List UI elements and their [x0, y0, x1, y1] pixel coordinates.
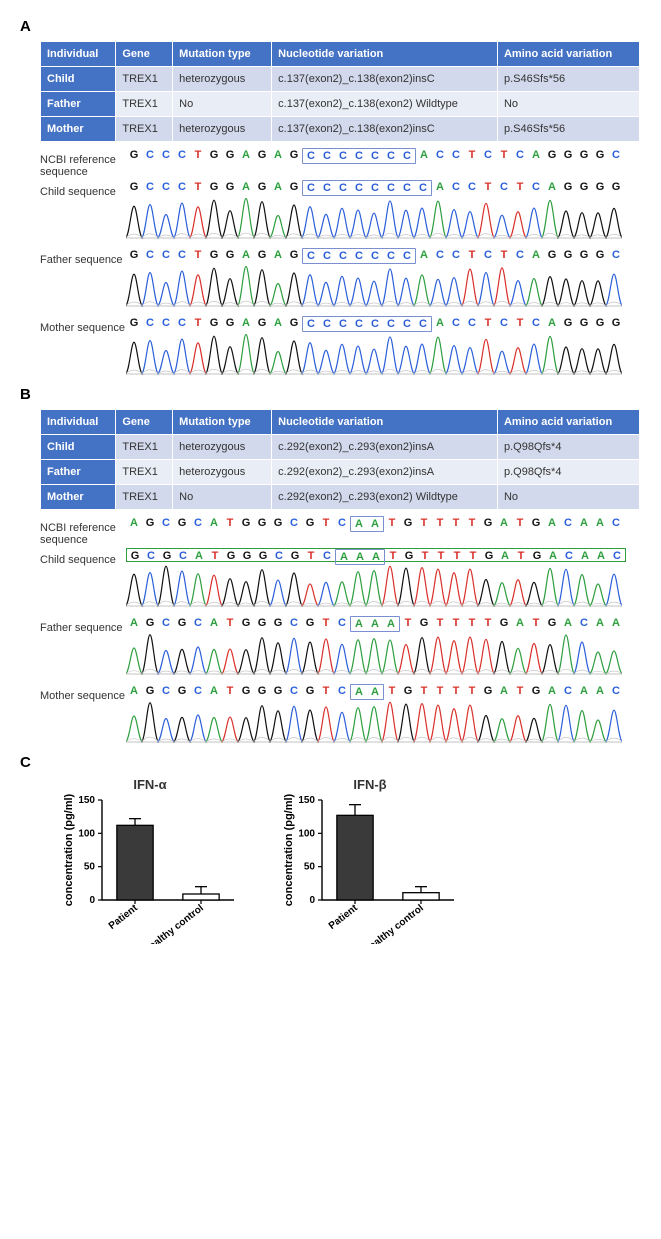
table-header: Individual — [41, 410, 116, 435]
table-rowhead: Father — [41, 460, 116, 485]
table-cell: TREX1 — [116, 485, 173, 510]
svg-text:0: 0 — [309, 895, 315, 906]
table-header: Amino acid variation — [497, 42, 639, 67]
sequence-letters: GCCCTGGAGAGCCCCCCCCACCTCTCAGGGG — [126, 180, 640, 194]
table-rowhead: Mother — [41, 117, 116, 142]
sequence-label: Father sequence — [40, 616, 126, 634]
sequence-label: Father sequence — [40, 248, 126, 266]
svg-text:50: 50 — [84, 862, 96, 873]
sequence-letters: AGCGCATGGGCGTCAATGTTTTGATGACAAC — [126, 516, 640, 530]
chromatogram — [126, 262, 622, 308]
table-cell: TREX1 — [116, 117, 173, 142]
table-cell: No — [497, 92, 639, 117]
bar-chart: IFN-α 0 50 100 150concentration (pg/ml) Patie… — [60, 777, 240, 947]
panel-label-c: C — [20, 754, 641, 771]
table-cell: heterozygous — [173, 460, 272, 485]
sequence-letters: GCCCTGGAGAGCCCCCCCCACCTCTCAGGGG — [126, 316, 640, 330]
svg-text:100: 100 — [298, 829, 315, 840]
sequence-letters: AGCGCATGGGCGTCAATGTTTTGATGACAAC — [126, 684, 640, 698]
table-header: Mutation type — [173, 410, 272, 435]
sequence-letters: GCCCTGGAGAGCCCCCCCACCTCTCAGGGGC — [126, 248, 640, 262]
table-header: Nucleotide variation — [272, 42, 498, 67]
sequence-row: Child sequenceGCCCTGGAGAGCCCCCCCCACCTCTC… — [40, 180, 640, 240]
sequence-block-b: NCBI reference sequenceAGCGCATGGGCGTCAAT… — [40, 516, 640, 744]
chromatogram — [126, 562, 622, 608]
svg-text:Healthy control: Healthy control — [362, 903, 426, 944]
sequence-row: NCBI reference sequenceAGCGCATGGGCGTCAAT… — [40, 516, 640, 546]
table-cell: c.137(exon2)_c.138(exon2)insC — [272, 67, 498, 92]
table-cell: c.137(exon2)_c.138(exon2)insC — [272, 117, 498, 142]
sequence-label: Child sequence — [40, 548, 126, 566]
mutation-table-a: IndividualGeneMutation typeNucleotide va… — [40, 41, 640, 142]
table-cell: No — [173, 485, 272, 510]
sequence-letters: AGCGCATGGGCGTCAAATGTTTTGATGACAA — [126, 616, 640, 630]
svg-text:150: 150 — [78, 795, 95, 806]
table-cell: TREX1 — [116, 92, 173, 117]
sequence-label: NCBI reference sequence — [40, 516, 126, 546]
sequence-row: Mother sequenceGCCCTGGAGAGCCCCCCCCACCTCT… — [40, 316, 640, 376]
table-rowhead: Mother — [41, 485, 116, 510]
table-cell: heterozygous — [173, 435, 272, 460]
table-header: Gene — [116, 42, 173, 67]
mutation-table-b: IndividualGeneMutation typeNucleotide va… — [40, 409, 640, 510]
table-cell: p.Q98Qfs*4 — [497, 435, 639, 460]
table-rowhead: Father — [41, 92, 116, 117]
chromatogram — [126, 330, 622, 376]
table-cell: heterozygous — [173, 67, 272, 92]
sequence-letters: GCGCATGGGCGTCAAATGTTTTGATGACAAC — [126, 548, 626, 562]
chromatogram — [126, 630, 622, 676]
table-header: Amino acid variation — [497, 410, 639, 435]
svg-text:0: 0 — [89, 895, 95, 906]
table-cell: c.292(exon2)_c.293(exon2)insA — [272, 460, 498, 485]
table-cell: p.Q98Qfs*4 — [497, 460, 639, 485]
table-cell: heterozygous — [173, 117, 272, 142]
bar-chart: IFN-β 0 50 100 150concentration (pg/ml) Patie… — [280, 777, 460, 947]
table-header: Mutation type — [173, 42, 272, 67]
chromatogram — [126, 194, 622, 240]
sequence-row: NCBI reference sequenceGCCCTGGAGAGCCCCCC… — [40, 148, 640, 178]
table-cell: c.137(exon2)_c.138(exon2) Wildtype — [272, 92, 498, 117]
table-cell: p.S46Sfs*56 — [497, 117, 639, 142]
table-header: Gene — [116, 410, 173, 435]
panel-label-b: B — [20, 386, 641, 403]
svg-text:Patient: Patient — [107, 903, 141, 933]
table-header: Nucleotide variation — [272, 410, 498, 435]
table-cell: No — [497, 485, 639, 510]
table-cell: TREX1 — [116, 67, 173, 92]
sequence-letters: GCCCTGGAGAGCCCCCCCACCTCTCAGGGGC — [126, 148, 640, 162]
table-cell: p.S46Sfs*56 — [497, 67, 639, 92]
sequence-block-a: NCBI reference sequenceGCCCTGGAGAGCCCCCC… — [40, 148, 640, 376]
table-cell: TREX1 — [116, 435, 173, 460]
sequence-row: Mother sequenceAGCGCATGGGCGTCAATGTTTTGAT… — [40, 684, 640, 744]
sequence-row: Father sequenceGCCCTGGAGAGCCCCCCCACCTCTC… — [40, 248, 640, 308]
sequence-row: Child sequenceGCGCATGGGCGTCAAATGTTTTGATG… — [40, 548, 640, 608]
panel-label-a: A — [20, 18, 641, 35]
svg-text:Healthy control: Healthy control — [142, 903, 206, 944]
svg-text:150: 150 — [298, 795, 315, 806]
svg-text:concentration (pg/ml): concentration (pg/ml) — [283, 794, 295, 906]
sequence-label: Mother sequence — [40, 684, 126, 702]
svg-text:50: 50 — [304, 862, 316, 873]
chromatogram — [126, 698, 622, 744]
table-header: Individual — [41, 42, 116, 67]
sequence-label: NCBI reference sequence — [40, 148, 126, 178]
table-rowhead: Child — [41, 67, 116, 92]
svg-text:Patient: Patient — [327, 903, 361, 933]
table-cell: No — [173, 92, 272, 117]
table-cell: TREX1 — [116, 460, 173, 485]
svg-text:concentration (pg/ml): concentration (pg/ml) — [63, 794, 75, 906]
svg-text:100: 100 — [78, 829, 95, 840]
table-rowhead: Child — [41, 435, 116, 460]
sequence-label: Child sequence — [40, 180, 126, 198]
table-cell: c.292(exon2)_c.293(exon2) Wildtype — [272, 485, 498, 510]
table-cell: c.292(exon2)_c.293(exon2)insA — [272, 435, 498, 460]
sequence-row: Father sequenceAGCGCATGGGCGTCAAATGTTTTGA… — [40, 616, 640, 676]
chart-row: IFN-α050100150concentration (pg/ml)Patie… — [60, 777, 641, 947]
chart-title: IFN-β — [280, 777, 460, 792]
chart-title: IFN-α — [60, 777, 240, 792]
sequence-label: Mother sequence — [40, 316, 126, 334]
